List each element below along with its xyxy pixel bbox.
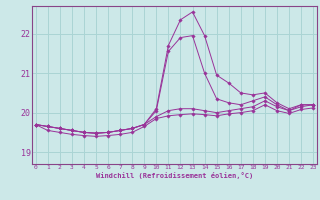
X-axis label: Windchill (Refroidissement éolien,°C): Windchill (Refroidissement éolien,°C): [96, 172, 253, 179]
